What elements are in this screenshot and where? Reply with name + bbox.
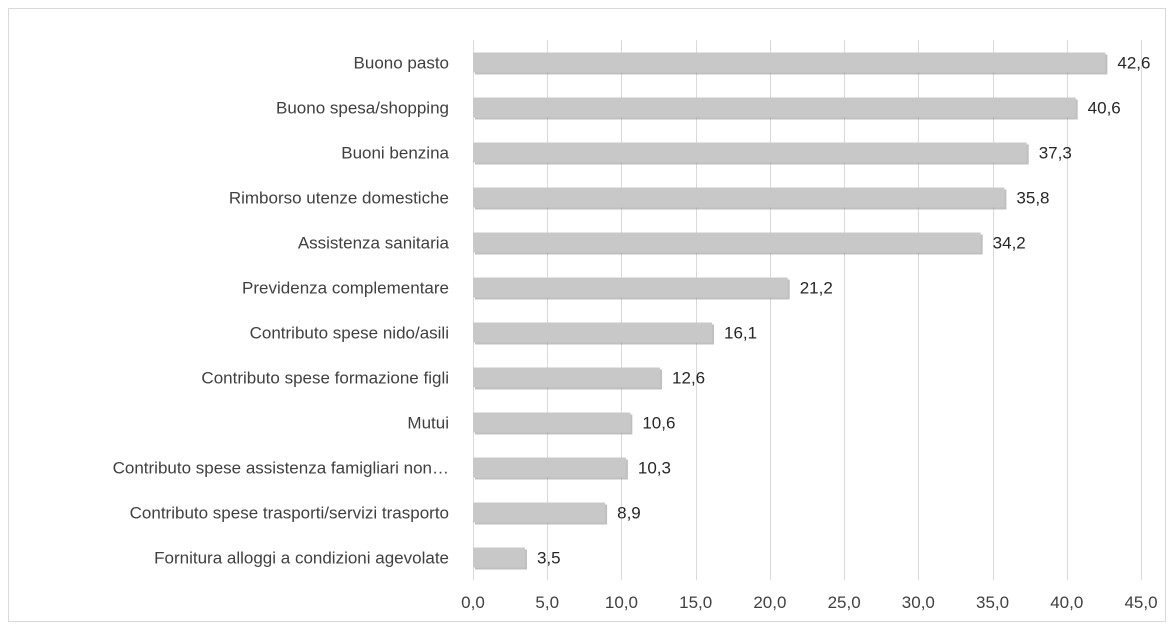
bar [473,412,631,433]
x-tick-label: 35,0 [976,593,1009,612]
bar [473,322,712,343]
category-label: Buoni benzina [341,144,449,163]
value-labels: 42,6 40,6 37,3 35,8 34,2 21,2 16,1 12,6 10,6 10,3… [537,54,1151,568]
bar [473,142,1027,163]
bar [473,232,981,253]
category-label: Previdenza complementare [242,279,449,298]
category-label: Contributo spese assistenza famigliari n… [113,459,449,478]
x-tick-label: 25,0 [828,593,861,612]
x-tick-label: 30,0 [902,593,935,612]
data-label: 37,3 [1039,144,1072,163]
gridlines [473,40,1142,580]
bar [473,367,661,388]
data-label: 10,6 [642,414,675,433]
data-label: 12,6 [672,369,705,388]
x-tick-label: 20,0 [753,593,786,612]
category-label: Buono pasto [354,54,449,73]
category-label: Contributo spese trasporti/servizi trasp… [130,504,449,523]
x-tick-label: 0,0 [461,593,485,612]
data-label: 21,2 [800,279,833,298]
data-label: 35,8 [1016,189,1049,208]
bar [473,277,788,298]
category-label: Assistenza sanitaria [298,234,450,253]
bar [473,547,525,568]
category-label: Rimborso utenze domestiche [229,189,449,208]
bar [473,52,1106,73]
category-label: Buono spesa/shopping [276,99,449,118]
bars [473,52,1108,570]
bar [473,97,1076,118]
x-tick-label: 45,0 [1124,593,1157,612]
category-label: Contributo spese formazione figli [201,369,449,388]
x-tick-label: 5,0 [535,593,559,612]
bar [473,187,1005,208]
bar [473,457,626,478]
x-tick-label: 40,0 [1050,593,1083,612]
category-label: Mutui [407,414,449,433]
data-label: 8,9 [617,504,641,523]
data-label: 42,6 [1117,54,1150,73]
data-label: 40,6 [1088,99,1121,118]
data-label: 3,5 [537,549,561,568]
category-labels: Buono pasto Buono spesa/shopping Buoni ben… [113,54,450,568]
x-tick-label: 15,0 [679,593,712,612]
data-label: 34,2 [993,234,1026,253]
bar [473,502,606,523]
data-label: 10,3 [638,459,671,478]
x-tick-label: 10,0 [605,593,638,612]
x-axis-tick-labels: 0,0 5,0 10,0 15,0 20,0 25,0 30,0 35,0 40,0 45,0 [461,593,1157,612]
category-label: Contributo spese nido/asili [250,324,449,343]
data-label: 16,1 [724,324,757,343]
category-label: Fornitura alloggi a condizioni agevolate [154,549,449,568]
